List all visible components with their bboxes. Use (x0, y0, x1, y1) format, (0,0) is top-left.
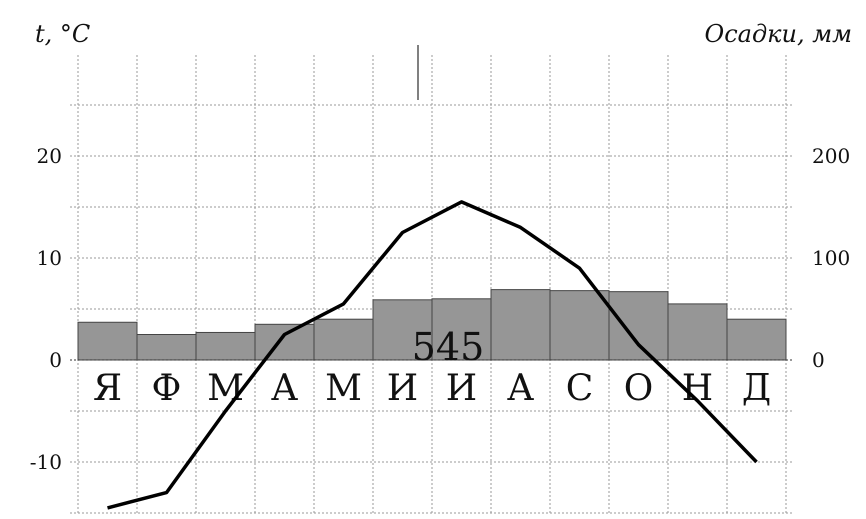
left-axis-ticks: -10 0 10 20 (30, 144, 62, 474)
month-label: И (387, 368, 418, 409)
y-left-tick-label: 0 (49, 348, 62, 372)
month-label: И (446, 368, 477, 409)
month-label: Д (742, 368, 771, 409)
precipitation-bar (667, 303, 728, 361)
right-axis-ticks: 0 100 200 (812, 144, 850, 372)
precipitation-bar (431, 298, 492, 361)
month-label: А (507, 368, 534, 409)
precipitation-bar (254, 323, 315, 361)
precipitation-bar (549, 290, 610, 361)
month-label: М (207, 368, 244, 409)
precipitation-bars (77, 289, 787, 361)
precipitation-bar (77, 321, 138, 361)
month-label: О (624, 368, 654, 409)
precipitation-bar (372, 299, 433, 361)
y-right-tick-label: 100 (812, 246, 850, 270)
month-label: С (566, 368, 594, 409)
precipitation-bar (313, 318, 374, 361)
month-label: А (271, 368, 298, 409)
y-right-axis-title: Осадки, мм (705, 20, 852, 48)
annual-precipitation-annotation: 545 (412, 325, 485, 369)
axes (70, 45, 792, 361)
temperature-line (107, 200, 758, 510)
precipitation-bar (608, 291, 669, 361)
y-right-tick-label: 0 (812, 348, 825, 372)
precipitation-bar (726, 318, 787, 361)
month-label: М (325, 368, 362, 409)
precipitation-bar (490, 289, 551, 361)
y-left-tick-label: 10 (37, 246, 62, 270)
precipitation-bar (136, 334, 197, 361)
temperature-line-group (107, 200, 758, 510)
month-label: Ф (152, 368, 182, 409)
y-left-axis-title: t, °C (35, 20, 90, 48)
y-left-tick-label: -10 (30, 450, 62, 474)
grid (70, 55, 792, 515)
month-label: Я (93, 368, 122, 409)
y-left-tick-label: 20 (37, 144, 62, 168)
precipitation-bar (195, 331, 256, 361)
y-right-tick-label: 200 (812, 144, 850, 168)
